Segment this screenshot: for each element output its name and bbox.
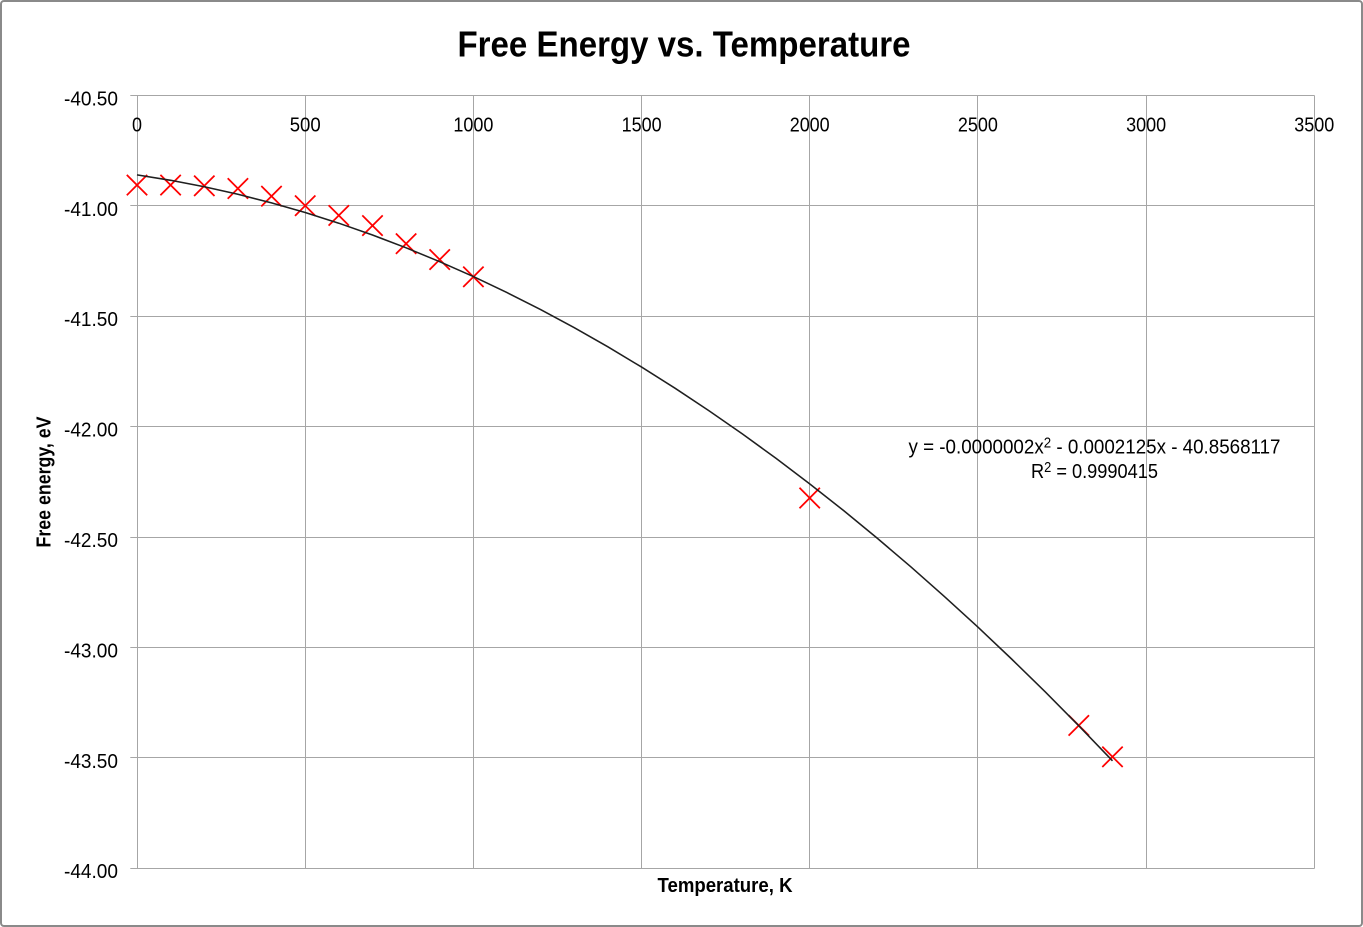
svg-text:Free energy, eV: Free energy, eV (34, 416, 56, 548)
svg-text:500: 500 (290, 113, 321, 136)
svg-text:-41.00: -41.00 (64, 198, 118, 221)
svg-text:-40.50: -40.50 (64, 87, 118, 110)
svg-text:-42.00: -42.00 (64, 419, 118, 442)
svg-text:1000: 1000 (453, 113, 493, 136)
svg-text:Free Energy vs. Temperature: Free Energy vs. Temperature (458, 24, 911, 65)
svg-text:y = -0.0000002x2 - 0.0002125x: y = -0.0000002x2 - 0.0002125x - 40.85681… (909, 436, 1281, 459)
svg-text:-41.50: -41.50 (64, 308, 118, 331)
svg-text:0: 0 (132, 113, 142, 136)
svg-text:3500: 3500 (1294, 113, 1334, 136)
svg-text:-43.50: -43.50 (64, 750, 118, 773)
svg-text:2500: 2500 (958, 113, 998, 136)
svg-text:-42.50: -42.50 (64, 529, 118, 552)
svg-text:Temperature, K: Temperature, K (658, 875, 794, 897)
svg-text:3000: 3000 (1126, 113, 1166, 136)
svg-text:-44.00: -44.00 (64, 860, 118, 883)
svg-text:1500: 1500 (622, 113, 662, 136)
svg-text:R2 = 0.9990415: R2 = 0.9990415 (1031, 460, 1158, 483)
svg-text:2000: 2000 (790, 113, 830, 136)
svg-text:-43.00: -43.00 (64, 639, 118, 662)
